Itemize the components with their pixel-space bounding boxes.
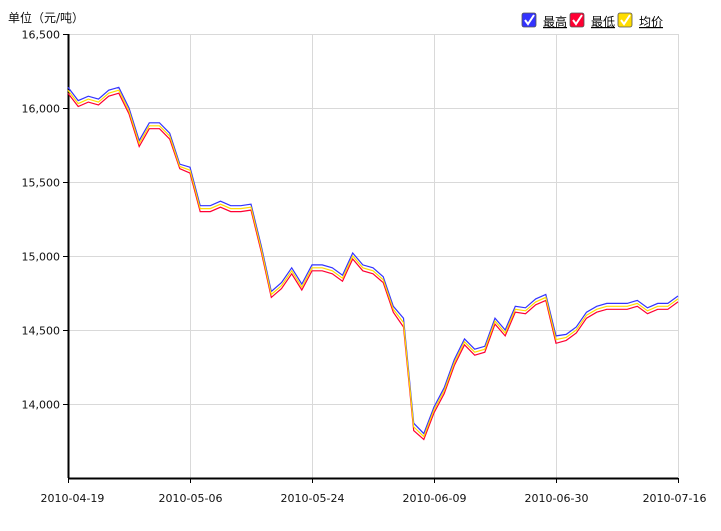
axes: 14,000 14,500 15,000 15,500 16,000 16,500 2010… xyxy=(22,29,707,506)
legend: 最高 最低 均价 xyxy=(521,12,663,29)
y-tick-label: 16,000 xyxy=(22,103,61,116)
series-line-3 xyxy=(67,89,679,438)
checkmark-icon xyxy=(620,14,631,26)
x-tick-label: 2010-04-19 xyxy=(41,492,105,505)
checkmark-icon xyxy=(524,14,535,26)
y-tick-label: 15,500 xyxy=(22,177,61,190)
legend-label[interactable]: 均价 xyxy=(639,15,663,29)
y-tick-label: 14,500 xyxy=(22,325,61,338)
legend-item-1[interactable]: 最高 xyxy=(521,12,567,29)
x-tick-label: 2010-07-16 xyxy=(643,492,707,505)
legend-label[interactable]: 最高 xyxy=(543,14,567,29)
x-tick-label: 2010-05-24 xyxy=(281,492,345,505)
series-line-1 xyxy=(67,86,679,435)
y-axis-label: 单位（元/吨） xyxy=(8,10,84,25)
legend-label[interactable]: 最低 xyxy=(591,15,615,29)
y-tick-label: 15,000 xyxy=(22,251,61,264)
y-tick-label: 14,000 xyxy=(22,399,61,412)
grid-lines xyxy=(68,34,679,478)
x-tick-label: 2010-05-06 xyxy=(159,492,223,505)
series-line-2 xyxy=(67,92,679,441)
y-tick-label: 16,500 xyxy=(22,29,61,42)
x-tick-label: 2010-06-30 xyxy=(525,492,589,505)
x-tick-label: 2010-06-09 xyxy=(403,492,467,505)
series-lines xyxy=(67,86,679,441)
legend-item-2[interactable]: 最低 xyxy=(569,12,615,29)
legend-item-3[interactable]: 均价 xyxy=(617,12,663,29)
checkmark-icon xyxy=(572,14,583,26)
